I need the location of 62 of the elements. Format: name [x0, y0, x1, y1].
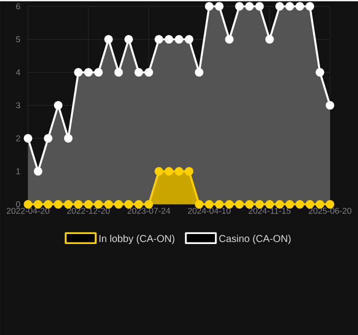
point — [296, 200, 304, 208]
point — [164, 34, 174, 44]
point — [265, 34, 274, 44]
point — [214, 2, 224, 10]
point — [194, 68, 204, 76]
point — [275, 2, 284, 10]
y-tick-label: 1 — [16, 168, 20, 174]
y-tick-label: 0 — [16, 201, 20, 208]
point — [296, 2, 304, 10]
point — [255, 2, 264, 10]
x-tick-label: 2023-07-24 — [128, 208, 170, 214]
y-tick-label: 3 — [16, 102, 20, 108]
point — [114, 200, 123, 208]
point — [285, 200, 294, 208]
point — [204, 2, 214, 10]
point — [54, 100, 62, 110]
point — [144, 68, 154, 76]
y-tick-label: 5 — [16, 36, 20, 42]
point — [225, 34, 234, 44]
point — [245, 2, 254, 10]
point — [306, 2, 314, 10]
x-tick-label: 2022-04-20 — [6, 208, 50, 214]
point — [104, 34, 113, 44]
point — [245, 200, 254, 208]
point — [94, 68, 103, 76]
point — [184, 34, 194, 44]
point — [84, 68, 93, 76]
x-tick-label: 2024-11-15 — [248, 208, 291, 214]
y-tick-label: 6 — [16, 3, 20, 10]
point — [306, 200, 314, 208]
point — [134, 68, 144, 76]
point — [164, 166, 174, 176]
point — [225, 200, 234, 208]
point — [235, 200, 244, 208]
y-tick-label: 4 — [16, 69, 20, 76]
x-tick-label: 2022-12-20 — [67, 208, 110, 214]
legend-label: In lobby (CA-ON) — [99, 234, 174, 244]
point — [326, 100, 334, 110]
point — [124, 200, 133, 208]
point — [124, 34, 133, 44]
point — [104, 200, 113, 208]
point — [44, 134, 52, 142]
point — [184, 166, 194, 176]
point — [54, 200, 62, 208]
y-tick-label: 2 — [16, 135, 20, 142]
point — [74, 68, 83, 76]
point — [174, 166, 184, 176]
x-tick-label: 2024-04-10 — [188, 208, 231, 214]
point — [64, 134, 73, 142]
point — [34, 166, 42, 176]
point — [24, 134, 32, 142]
point — [64, 200, 73, 208]
point — [154, 166, 164, 176]
point — [114, 68, 123, 76]
point — [285, 2, 294, 10]
point — [44, 200, 52, 208]
point — [316, 68, 324, 76]
legend-label: Casino (CA-ON) — [219, 234, 291, 244]
x-tick-label: 2025-06-20 — [308, 208, 352, 214]
point — [154, 34, 164, 44]
point — [174, 34, 184, 44]
point — [235, 2, 244, 10]
